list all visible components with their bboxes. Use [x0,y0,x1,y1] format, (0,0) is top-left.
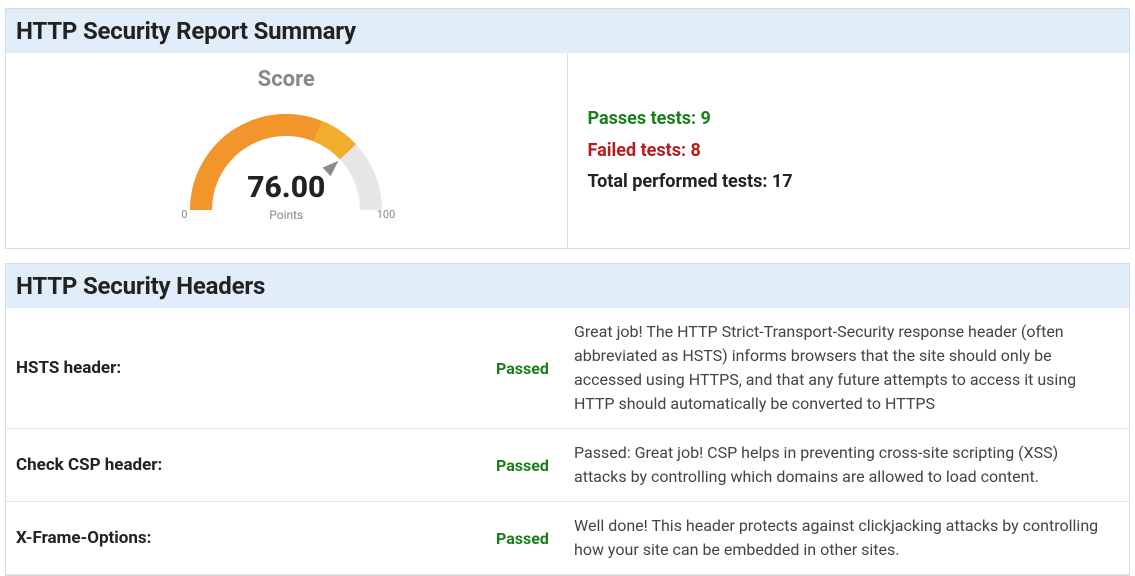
stat-passes: Passes tests: 9 [588,105,1120,133]
test-status: Passed [496,529,566,548]
stat-passes-label: Passes tests: [588,108,697,129]
test-name: Check CSP header: [6,443,496,487]
score-value: 76.00 [171,170,401,205]
score-label: Score [16,67,557,92]
stat-failed-label: Failed tests: [588,140,687,161]
gauge-max-label: 100 [377,208,396,221]
summary-panel: HTTP Security Report Summary Score 76.00… [5,8,1130,249]
headers-panel: HTTP Security Headers HSTS header:Passed… [5,263,1130,576]
test-description: Well done! This header protects against … [566,502,1129,574]
gauge-min-label: 0 [181,208,187,221]
test-description: Great job! The HTTP Strict-Transport-Sec… [566,308,1129,428]
score-points-label: Points [171,208,401,222]
test-description: Passed: Great job! CSP helps in preventi… [566,429,1129,501]
headers-rows: HSTS header:PassedGreat job! The HTTP St… [6,308,1129,575]
summary-header: HTTP Security Report Summary [6,9,1129,53]
stat-total-label: Total performed tests: [588,171,768,192]
stats-pane: Passes tests: 9 Failed tests: 8 Total pe… [568,53,1130,248]
stat-total-count: 17 [772,171,793,192]
table-row: Check CSP header:PassedPassed: Great job… [6,429,1129,502]
table-row: HSTS header:PassedGreat job! The HTTP St… [6,308,1129,429]
test-name: HSTS header: [6,346,496,390]
stat-passes-count: 9 [701,108,711,129]
test-status: Passed [496,456,566,475]
score-pane: Score 76.00 Points 0 100 [6,53,568,248]
summary-title: HTTP Security Report Summary [16,17,1119,45]
table-row: X-Frame-Options:PassedWell done! This he… [6,502,1129,575]
test-status: Passed [496,359,566,378]
test-name: X-Frame-Options: [6,516,496,560]
headers-header: HTTP Security Headers [6,264,1129,308]
summary-body: Score 76.00 Points 0 100 Passes tests: 9… [6,53,1129,248]
headers-title: HTTP Security Headers [16,272,1119,300]
score-gauge: 76.00 Points 0 100 [171,98,401,218]
stat-total: Total performed tests: 17 [588,168,1120,196]
stat-failed: Failed tests: 8 [588,137,1120,165]
stat-failed-count: 8 [691,140,701,161]
